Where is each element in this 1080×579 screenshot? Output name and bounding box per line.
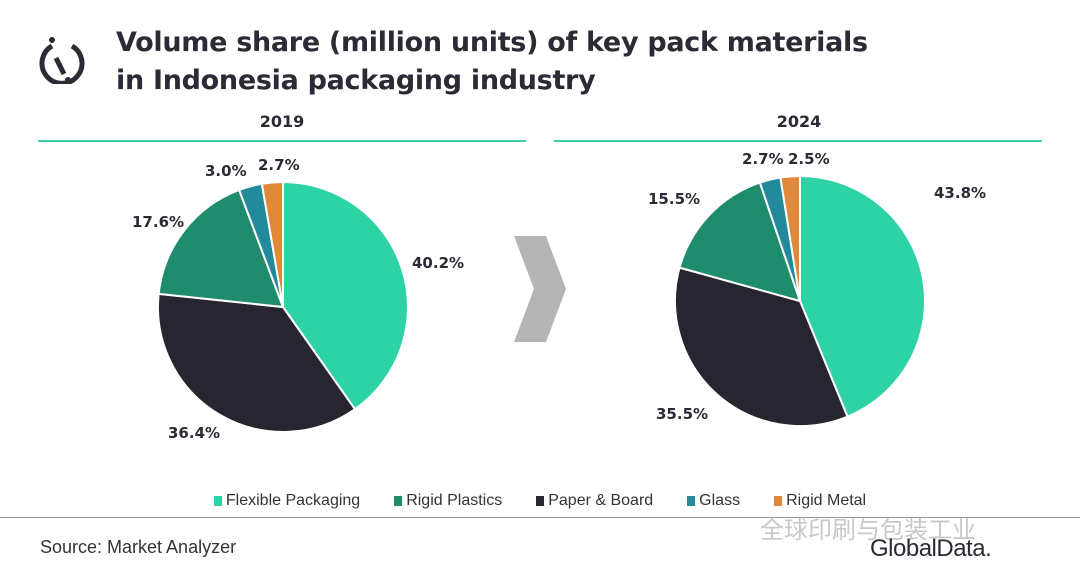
legend-item-flexible: Flexible Packaging: [213, 492, 361, 510]
pie-slice-2019-rigid-metal: [260, 180, 284, 308]
globaldata-logo-icon: [39, 37, 85, 84]
legend-swatch: [774, 496, 783, 506]
divider-2019: [38, 140, 526, 142]
label-2019-flexible: 40.2%: [412, 254, 465, 272]
label-2024-glass: 2.7%: [742, 150, 784, 168]
pie-slice-2024-flexible-packaging: [799, 174, 926, 418]
arrow-icon: [514, 236, 566, 342]
label-2019-paper: 36.4%: [168, 424, 221, 442]
pie-slice-2019-rigid-plastics: [157, 188, 285, 309]
label-2024-metal: 2.5%: [788, 150, 830, 168]
legend-label: Rigid Metal: [786, 492, 867, 509]
legend-label: Paper & Board: [548, 492, 654, 509]
footer-divider: [0, 517, 1080, 518]
source-note: Source: Market Analyzer: [40, 537, 237, 557]
year-2019-heading: 2019: [259, 112, 305, 131]
legend-swatch: [687, 496, 696, 506]
divider-2024: [554, 140, 1042, 142]
legend-item-glass: Glass: [687, 492, 740, 510]
label-2019-metal: 2.7%: [258, 156, 300, 174]
pie-slice-2019-flexible-packaging: [282, 180, 409, 411]
title-line-1: Volume share (million units) of key pack…: [116, 27, 868, 58]
legend-label: Glass: [699, 492, 741, 509]
legend-swatch: [394, 496, 403, 506]
brand-logo: GlobalData.: [870, 535, 992, 562]
pie-slice-2024-paper-board: [674, 266, 849, 427]
label-2024-paper: 35.5%: [656, 405, 709, 423]
legend-item-paper: Paper & Board: [536, 492, 653, 510]
chart-title: Volume share (million units) of key pack…: [116, 24, 868, 100]
label-2024-plastics: 15.5%: [648, 190, 701, 208]
legend-swatch: [536, 496, 545, 506]
legend-item-metal: Rigid Metal: [774, 492, 866, 510]
legend-label: Rigid Plastics: [406, 492, 503, 509]
legend-label: Flexible Packaging: [225, 492, 361, 509]
year-2024-heading: 2024: [776, 112, 822, 131]
legend-item-plastics: Rigid Plastics: [394, 492, 502, 510]
legend-swatch: [213, 496, 222, 506]
label-2019-plastics: 17.6%: [132, 213, 185, 231]
pie-slice-2024-rigid-metal: [779, 174, 801, 302]
pie-slice-2019-paper-board: [157, 292, 357, 433]
label-2024-flexible: 43.8%: [934, 184, 987, 202]
legend: Flexible Packaging Rigid Plastics Paper …: [0, 492, 1080, 510]
title-line-2: in Indonesia packaging industry: [116, 65, 596, 96]
label-2019-glass: 3.0%: [205, 162, 247, 180]
watermark: 全球印刷与包装工业: [760, 516, 976, 544]
